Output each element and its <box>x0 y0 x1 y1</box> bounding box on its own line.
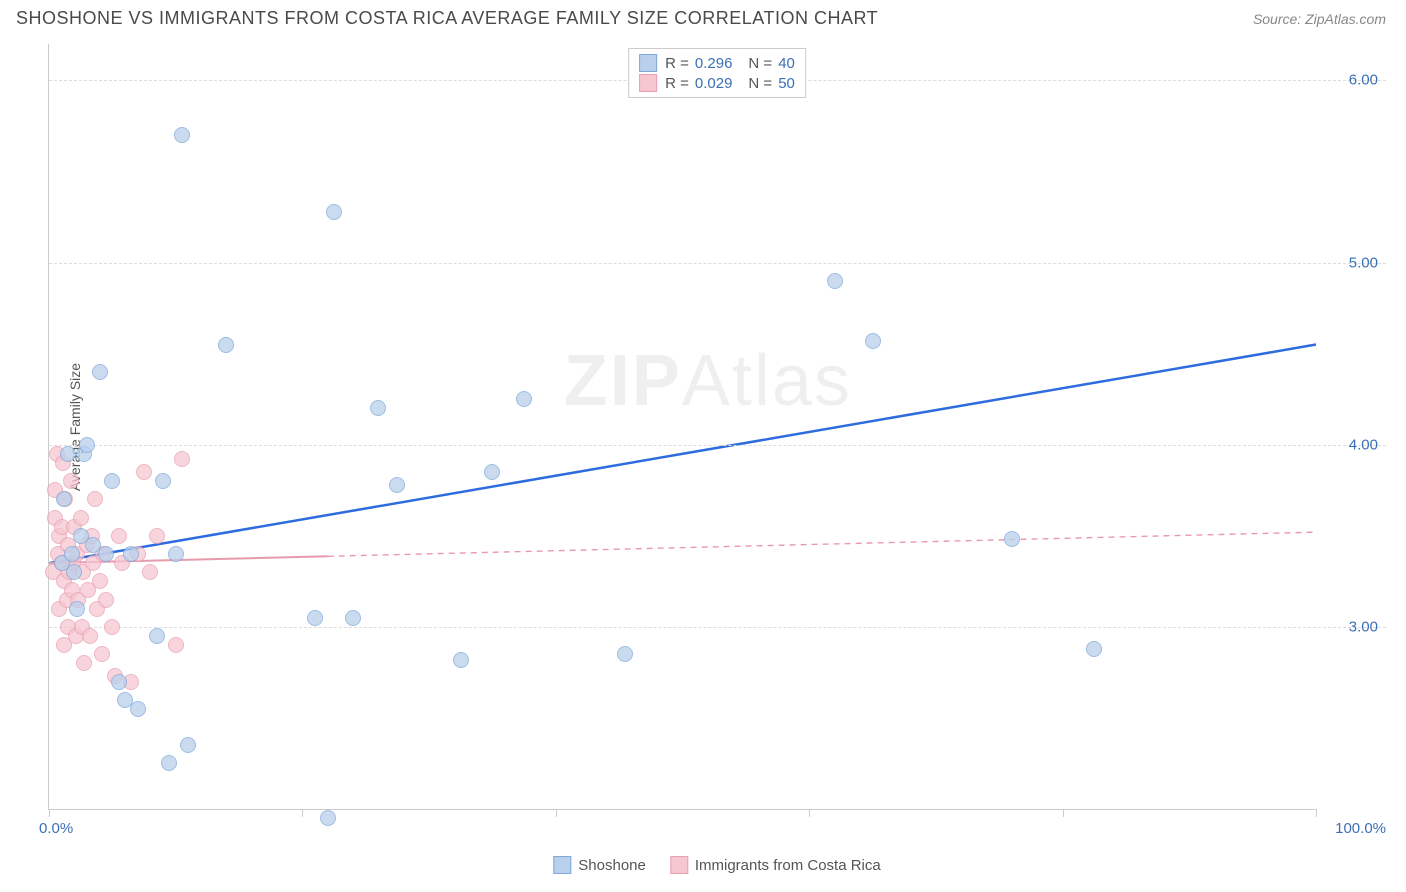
scatter-point <box>1004 531 1020 547</box>
scatter-point <box>389 477 405 493</box>
scatter-point <box>92 364 108 380</box>
scatter-point <box>1086 641 1102 657</box>
scatter-point <box>76 655 92 671</box>
gridline-h <box>49 263 1386 264</box>
legend-r-label: R = <box>665 75 689 92</box>
scatter-point <box>60 446 76 462</box>
scatter-point <box>320 810 336 826</box>
ytick-label: 4.00 <box>1349 436 1378 453</box>
scatter-point <box>104 619 120 635</box>
xtick <box>1316 809 1317 817</box>
scatter-point <box>174 127 190 143</box>
scatter-point <box>149 628 165 644</box>
plot-area: Average Family Size ZIPAtlas 3.004.005.0… <box>48 44 1316 810</box>
scatter-point <box>104 473 120 489</box>
trendline-dashed <box>328 532 1316 556</box>
gridline-h <box>49 445 1386 446</box>
legend-n-value: 40 <box>778 55 795 72</box>
xaxis-min-label: 0.0% <box>39 820 73 837</box>
scatter-point <box>326 204 342 220</box>
legend-top: R = 0.296 N = 40 R = 0.029 N = 50 <box>628 48 806 98</box>
legend-series-label: Shoshone <box>578 857 646 874</box>
scatter-point <box>865 333 881 349</box>
scatter-point <box>111 528 127 544</box>
scatter-point <box>307 610 323 626</box>
ytick-label: 3.00 <box>1349 618 1378 635</box>
scatter-point <box>136 464 152 480</box>
scatter-point <box>130 701 146 717</box>
legend-swatch <box>670 856 688 874</box>
scatter-point <box>87 491 103 507</box>
scatter-point <box>98 592 114 608</box>
scatter-point <box>82 628 98 644</box>
legend-bottom: Shoshone Immigrants from Costa Rica <box>553 856 880 874</box>
scatter-point <box>155 473 171 489</box>
scatter-point <box>174 451 190 467</box>
xtick <box>49 809 50 817</box>
legend-r-value: 0.029 <box>695 75 733 92</box>
ytick-label: 5.00 <box>1349 254 1378 271</box>
legend-n-label: N = <box>748 75 772 92</box>
legend-top-row: R = 0.296 N = 40 <box>639 53 795 73</box>
scatter-point <box>69 601 85 617</box>
legend-bottom-item: Shoshone <box>553 856 646 874</box>
legend-r-label: R = <box>665 55 689 72</box>
trendlines-svg <box>49 44 1316 809</box>
scatter-point <box>617 646 633 662</box>
scatter-point <box>149 528 165 544</box>
source-label: Source: ZipAtlas.com <box>1253 11 1386 27</box>
scatter-point <box>370 400 386 416</box>
scatter-point <box>92 573 108 589</box>
legend-swatch <box>639 74 657 92</box>
scatter-point <box>827 273 843 289</box>
gridline-h <box>49 627 1386 628</box>
scatter-point <box>180 737 196 753</box>
scatter-point <box>63 473 79 489</box>
scatter-point <box>142 564 158 580</box>
ytick-label: 6.00 <box>1349 72 1378 89</box>
trendline-solid <box>49 345 1316 564</box>
legend-r-value: 0.296 <box>695 55 733 72</box>
chart-container: Average Family Size ZIPAtlas 3.004.005.0… <box>48 44 1386 844</box>
legend-swatch <box>553 856 571 874</box>
xtick <box>809 809 810 817</box>
scatter-point <box>73 510 89 526</box>
xtick <box>1063 809 1064 817</box>
scatter-point <box>94 646 110 662</box>
scatter-point <box>218 337 234 353</box>
scatter-point <box>168 637 184 653</box>
scatter-point <box>516 391 532 407</box>
legend-swatch <box>639 54 657 72</box>
scatter-point <box>64 546 80 562</box>
scatter-point <box>453 652 469 668</box>
scatter-point <box>98 546 114 562</box>
legend-bottom-item: Immigrants from Costa Rica <box>670 856 881 874</box>
scatter-point <box>111 674 127 690</box>
scatter-point <box>484 464 500 480</box>
legend-n-label: N = <box>748 55 772 72</box>
legend-top-row: R = 0.029 N = 50 <box>639 73 795 93</box>
scatter-point <box>168 546 184 562</box>
xtick <box>302 809 303 817</box>
scatter-point <box>161 755 177 771</box>
chart-title: SHOSHONE VS IMMIGRANTS FROM COSTA RICA A… <box>16 8 878 29</box>
legend-series-label: Immigrants from Costa Rica <box>695 857 881 874</box>
scatter-point <box>123 546 139 562</box>
legend-n-value: 50 <box>778 75 795 92</box>
scatter-point <box>79 437 95 453</box>
xtick <box>556 809 557 817</box>
scatter-point <box>345 610 361 626</box>
scatter-point <box>66 564 82 580</box>
scatter-point <box>56 491 72 507</box>
xaxis-max-label: 100.0% <box>1335 820 1386 837</box>
